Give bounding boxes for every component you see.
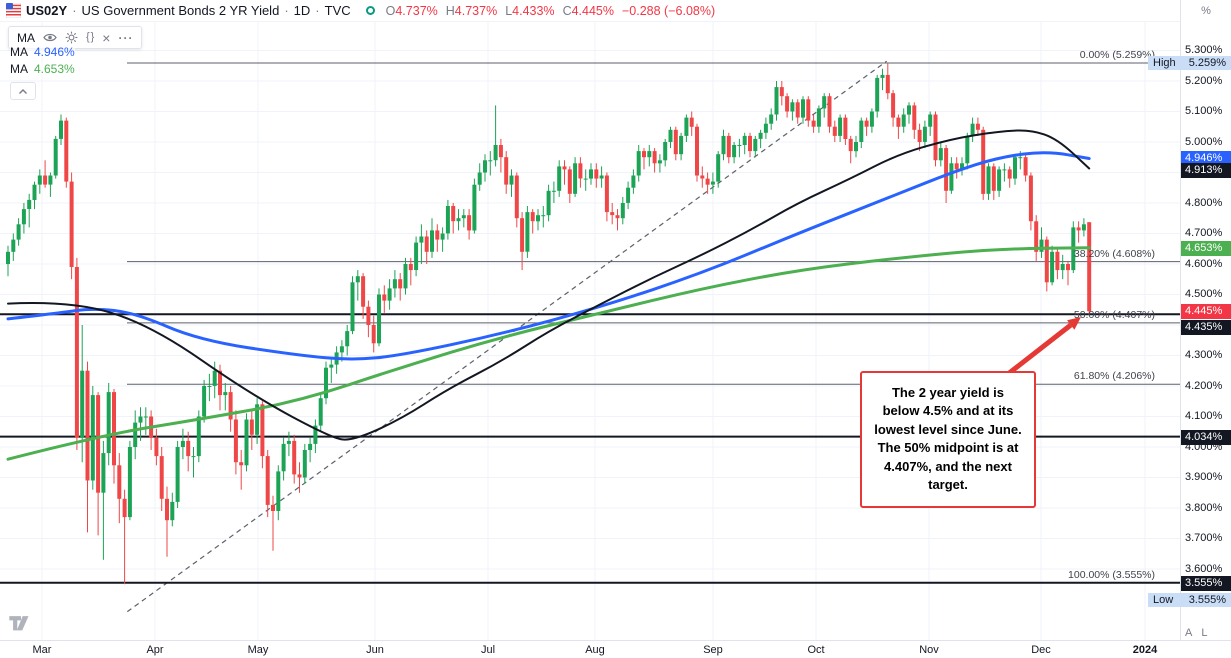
price-badge: 4.034% <box>1181 429 1231 445</box>
gear-icon[interactable] <box>65 31 78 44</box>
y-axis-tick: 3.800% <box>1185 501 1223 514</box>
chart-header: US02Y · US Government Bonds 2 YR Yield ·… <box>0 0 1180 22</box>
ma2-label: MA <box>10 62 28 76</box>
chevron-up-icon <box>19 88 27 94</box>
fib-level-label: 50.00% (4.407%) <box>1073 308 1155 321</box>
price-badge: 3.555% <box>1181 575 1231 591</box>
low-label: L <box>505 3 513 18</box>
y-axis-tick: 4.600% <box>1185 257 1223 270</box>
high-value: 4.737% <box>454 3 498 18</box>
x-axis-label: Jul <box>480 644 496 656</box>
indicator-name: MA <box>17 30 35 45</box>
y-axis-tick: 4.200% <box>1185 379 1223 392</box>
x-axis-label: Dec <box>1031 644 1051 656</box>
y-axis-tick: 5.100% <box>1185 105 1223 118</box>
low-tag: Low <box>1153 594 1174 606</box>
high-value: 5.259% <box>1188 57 1226 69</box>
open-label: O <box>385 3 396 18</box>
symbol-name[interactable]: US02Y <box>26 3 68 18</box>
source-code-icon[interactable]: { } <box>86 31 95 43</box>
low-value: 3.555% <box>1188 594 1226 606</box>
y-axis-tick: 4.700% <box>1185 227 1223 240</box>
close-icon[interactable]: × <box>102 29 111 46</box>
y-axis-tick: 4.300% <box>1185 349 1223 362</box>
y-axis-tick: 3.900% <box>1185 471 1223 484</box>
high-marker-chip: High 5.259% <box>1148 56 1231 70</box>
separator: · <box>72 3 77 18</box>
ma1-value: 4.946% <box>34 45 75 59</box>
more-options-icon[interactable]: ··· <box>118 30 134 45</box>
fib-level-label: 61.80% (4.206%) <box>1073 370 1155 383</box>
exchange: TVC <box>324 3 351 18</box>
high-tag: High <box>1153 57 1176 69</box>
y-axis-tick: 4.500% <box>1185 288 1223 301</box>
y-axis-tick: 3.600% <box>1185 562 1223 575</box>
change-value: −0.288 (−6.08%) <box>622 3 716 18</box>
x-axis-label: Oct <box>807 644 825 656</box>
price-axis[interactable]: % 5.300%5.200%5.100%5.000%4.900%4.800%4.… <box>1180 0 1231 640</box>
eye-icon[interactable] <box>43 32 57 43</box>
x-axis-label: Aug <box>585 644 605 656</box>
annotation-callout[interactable]: The 2 year yield is below 4.5% and at it… <box>860 371 1036 508</box>
fib-level-label: 100.00% (3.555%) <box>1068 568 1155 581</box>
y-axis-tick: 4.800% <box>1185 196 1223 209</box>
open-value: 4.737% <box>395 3 438 18</box>
time-axis[interactable]: Mar Apr May Jun Jul Aug Sep Oct Nov Dec 2024 <box>0 640 1231 658</box>
ma-legend-row-2: MA 4.653% <box>10 62 75 76</box>
low-marker-chip: Low 3.555% <box>1148 593 1231 607</box>
x-axis-label: Nov <box>919 644 939 656</box>
x-axis-label: 2024 <box>1132 644 1158 656</box>
indicator-toolbar: MA { } × ··· <box>8 26 143 49</box>
interval[interactable]: 1D <box>293 3 311 18</box>
price-badge: 4.653% <box>1181 240 1231 256</box>
x-axis-label: Jun <box>366 644 384 656</box>
y-axis-tick: 3.700% <box>1185 532 1223 545</box>
y-axis-tick: 5.200% <box>1185 74 1223 87</box>
tradingview-logo[interactable] <box>8 612 34 637</box>
close-label: C <box>562 3 572 18</box>
x-axis-label: Sep <box>703 644 723 656</box>
fib-level-label: 38.20% (4.608%) <box>1073 247 1155 260</box>
x-axis-label: Apr <box>146 644 164 656</box>
price-badge: 4.913% <box>1181 162 1231 178</box>
log-scale-button[interactable]: L <box>1201 627 1208 639</box>
x-axis-label: Mar <box>32 644 52 656</box>
close-value: 4.445% <box>571 3 614 18</box>
market-status-icon <box>365 6 375 15</box>
fib-level-label: 0.00% (5.259%) <box>1079 49 1155 61</box>
axis-unit-label: % <box>1201 5 1211 17</box>
ma2-value: 4.653% <box>34 62 75 76</box>
ma-legend-row-1: MA 4.946% <box>10 45 75 59</box>
price-badge: 4.946% <box>1181 150 1231 166</box>
low-value: 4.433% <box>512 3 555 18</box>
ohlc-readout: O4.737% H4.737% L4.433% C4.445% −0.288 (… <box>386 4 716 18</box>
y-axis-tick: 5.300% <box>1185 44 1223 57</box>
symbol-description: US Government Bonds 2 YR Yield <box>81 3 280 18</box>
us-flag-icon <box>6 3 21 18</box>
x-axis-label: May <box>247 644 269 656</box>
separator: · <box>315 3 320 18</box>
candlestick-chart[interactable] <box>0 0 1180 640</box>
auto-scale-button[interactable]: A <box>1185 627 1193 639</box>
collapse-legend-button[interactable] <box>10 82 36 100</box>
separator: · <box>284 3 289 18</box>
price-badge: 4.435% <box>1181 319 1231 335</box>
tradingview-logo-icon <box>9 616 29 631</box>
ma1-label: MA <box>10 45 28 59</box>
price-badge: 4.445% <box>1181 303 1231 319</box>
axis-toggles: A L <box>1185 627 1207 639</box>
y-axis-tick: 5.000% <box>1185 135 1223 148</box>
y-axis-tick: 4.100% <box>1185 410 1223 423</box>
high-label: H <box>445 3 455 18</box>
